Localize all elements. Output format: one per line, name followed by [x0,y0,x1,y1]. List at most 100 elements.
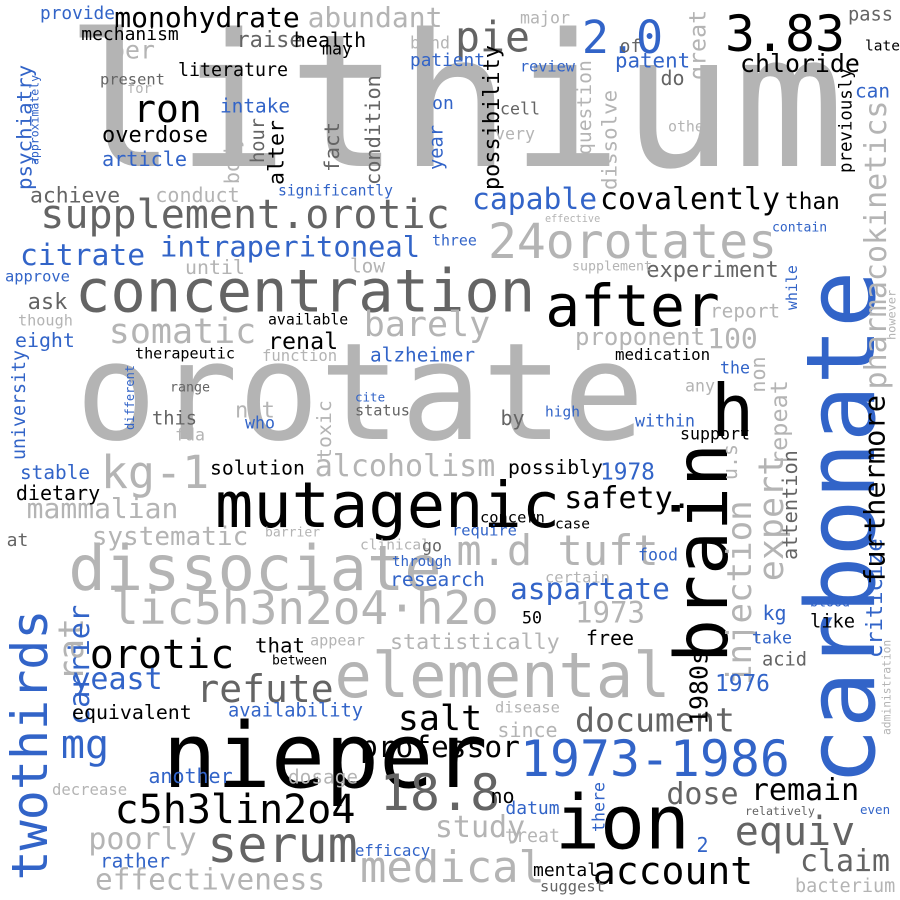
word-until: until [185,258,245,278]
word-food: food [638,548,678,565]
word-very: very [495,127,535,144]
word-another: another [148,766,232,786]
word-toxic: toxic [315,400,335,460]
word-u-s: u.s [720,444,740,480]
word-availability: availability [228,703,363,722]
word-previously: previously [838,68,855,173]
word-medication: medication [615,347,710,363]
word-therapeutic: therapeutic [135,346,235,361]
word-year: year [429,125,448,170]
word-alter: alter [267,120,289,185]
word-take: take [752,631,792,648]
word-high: high [545,406,580,421]
word-any: any [685,379,715,396]
word-dose: dose [666,780,738,810]
word-fda: fda [175,428,205,445]
word-major: major [520,11,570,28]
word-intake: intake [220,96,290,115]
word-however: however [887,290,899,340]
word-barrier: barrier [265,526,320,539]
word-condition: condition [363,75,383,185]
word-relatively: relatively [745,806,815,818]
word-like: like [810,614,855,633]
word-may: may [322,42,352,59]
word-account: account [593,852,753,890]
word-patient: patient [410,52,485,70]
word-pharmacokinetics: pharmacokinetics [862,101,892,390]
word-1978: 1978 [600,462,655,485]
word-non: non [748,356,768,392]
word-claim: claim [800,847,890,877]
word-late: late [865,40,900,55]
word-efficacy: efficacy [355,844,430,860]
word-suggest: suggest [540,879,605,894]
word-university: university [11,350,29,460]
word-require: require [452,523,517,538]
word-attention: attention [780,450,800,560]
word-appear: appear [310,633,365,648]
word-two-thirds: twothirds [5,610,55,881]
word-through: through [392,555,452,569]
word-at: at [7,532,29,550]
word-bacterium: bacterium [795,878,895,897]
word-pass: pass [848,7,893,26]
word-professor: professor [360,733,520,763]
word-of: of [620,38,642,56]
word-blood: blood [810,596,850,609]
word-even: even [860,804,890,817]
word-since: since [497,720,557,740]
word-fact: fact [322,122,343,172]
word-lic5h3n2o4-h2o: lic5h3n2o4·h2o [111,585,499,631]
word-who: who [245,416,275,433]
word-while: while [785,265,800,310]
word-provide: provide [40,5,115,23]
word-systematic: systematic [92,524,249,550]
word-contain: contain [772,221,827,234]
word-overdose: overdose [102,125,208,147]
word-question: question [575,60,595,155]
word-alcoholism: alcoholism [315,452,496,482]
word-on: on [432,95,454,113]
word-experiment: experiment [646,260,778,282]
word-eight: eight [15,331,75,351]
word-effective: effective [545,215,600,225]
word-clinical: clinical [360,539,430,554]
word-stable: stable [20,463,90,482]
word-mechanism: mechanism [81,26,179,44]
word-alzheimer: alzheimer [370,345,475,364]
word-significantly: significantly [278,185,393,200]
word-three: three [432,234,477,249]
word-report: report [710,301,780,320]
word-case: case [555,518,590,533]
word-1980s: 1980s [688,650,713,725]
word-mg: mg [61,725,109,765]
word-safety: safety. [564,484,690,514]
word-article: article [102,149,187,169]
word-covalently: covalently [600,185,780,215]
word-for: for [127,83,152,97]
word-1976: 1976 [715,673,770,696]
word-range: range [170,381,210,394]
word-by: by [500,408,524,428]
word-approximately: approximately [29,75,41,165]
word-equivalent: equivalent [72,703,192,723]
word-can: can [855,81,890,100]
word-statistically: statistically [390,632,560,654]
word-50: 50 [522,611,542,628]
word-repeat: repeat [768,380,792,465]
word-than: than [785,191,840,214]
word-2: 2 [696,835,708,855]
word-between: between [272,654,327,667]
word-go: go [422,539,442,556]
word-rather: rather [100,851,170,870]
word-dietary: dietary [16,483,100,503]
word-disease: disease [495,700,560,715]
word-do: do [660,68,684,88]
word-available: available [268,314,348,329]
word-though: though [18,313,73,328]
word-kg: kg [762,603,786,623]
word-decrease: decrease [52,783,127,799]
word-acid: acid [762,652,807,671]
word-approve: approve [5,269,70,284]
